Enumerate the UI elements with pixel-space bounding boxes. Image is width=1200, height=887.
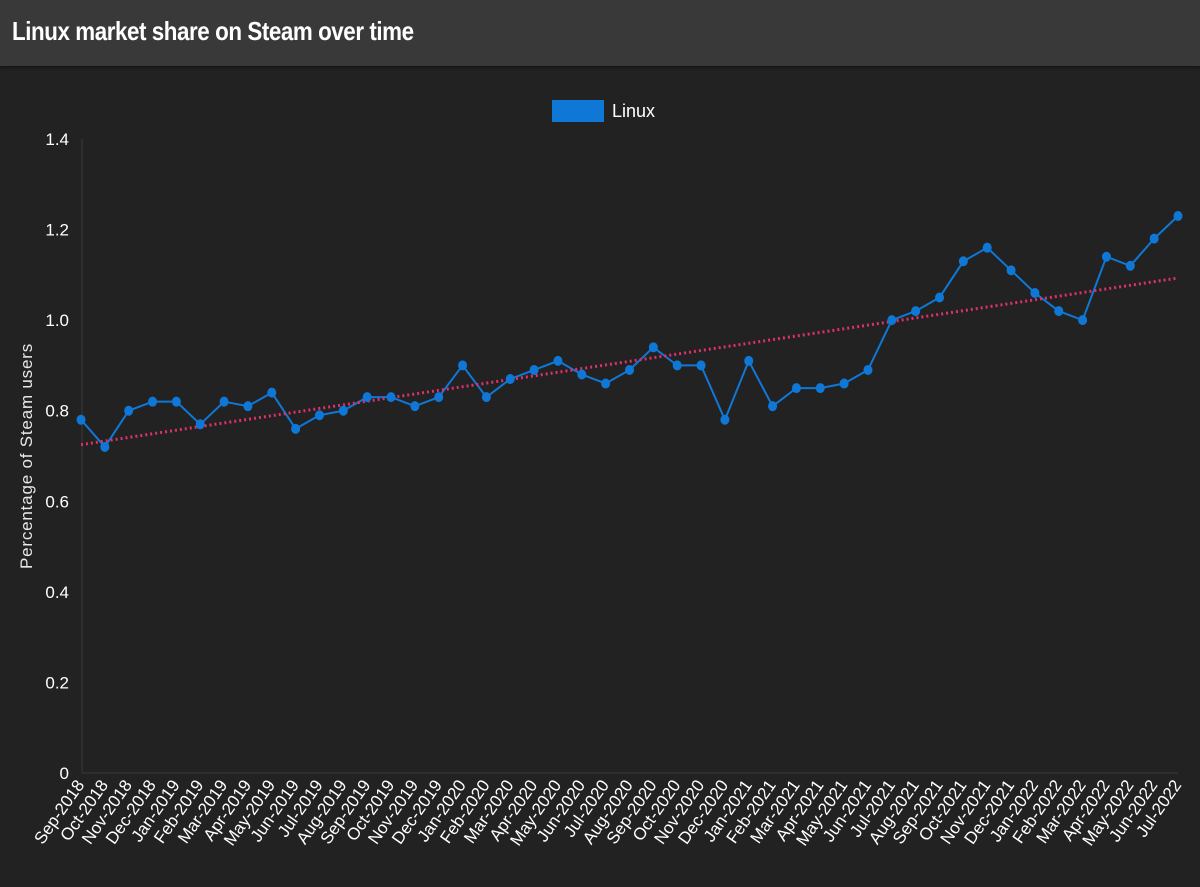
legend-swatch-linux[interactable] xyxy=(552,100,604,122)
data-point[interactable] xyxy=(124,405,134,416)
x-axis-ticks: Sep-2018Oct-2018Nov-2018Dec-2018Jan-2019… xyxy=(30,776,1185,849)
data-point[interactable] xyxy=(171,396,181,407)
data-point[interactable] xyxy=(744,355,754,366)
data-point[interactable] xyxy=(291,423,301,434)
data-point[interactable] xyxy=(982,242,992,253)
data-point[interactable] xyxy=(481,392,491,403)
data-points-group xyxy=(76,210,1183,452)
data-point[interactable] xyxy=(648,342,658,353)
data-point[interactable] xyxy=(148,396,158,407)
trendline xyxy=(80,276,1179,447)
data-point[interactable] xyxy=(935,292,945,303)
y-tick-label: 1.2 xyxy=(45,221,69,240)
y-axis-ticks: 0 0.2 0.4 0.6 0.8 1.0 1.2 1.4 xyxy=(45,130,69,783)
y-tick-label: 0.8 xyxy=(45,402,69,421)
data-point[interactable] xyxy=(1101,251,1111,262)
y-tick-label: 1.4 xyxy=(45,130,69,149)
line-chart: Percentage of Steam users 0 0.2 0.4 0.6 0.8 1… xyxy=(17,100,1185,849)
data-point[interactable] xyxy=(768,401,778,412)
data-point[interactable] xyxy=(887,315,897,326)
data-point[interactable] xyxy=(911,306,921,317)
y-tick-label: 0 xyxy=(60,764,69,783)
axes xyxy=(81,139,1178,774)
y-tick-label: 0.4 xyxy=(45,583,69,602)
data-point[interactable] xyxy=(791,383,801,394)
data-point[interactable] xyxy=(362,392,372,403)
legend[interactable]: Linux xyxy=(552,100,655,122)
data-point[interactable] xyxy=(672,360,682,371)
header-bar: Linux market share on Steam over time xyxy=(0,0,1200,66)
data-point[interactable] xyxy=(1149,233,1159,244)
data-point[interactable] xyxy=(1078,315,1088,326)
data-point[interactable] xyxy=(505,374,515,385)
data-point[interactable] xyxy=(338,405,348,416)
y-tick-label: 0.6 xyxy=(45,492,69,511)
data-point[interactable] xyxy=(553,355,563,366)
data-point[interactable] xyxy=(577,369,587,380)
data-point[interactable] xyxy=(529,364,539,375)
data-point[interactable] xyxy=(195,419,205,430)
data-point[interactable] xyxy=(410,401,420,412)
y-tick-label: 0.2 xyxy=(45,673,69,692)
series-line-group xyxy=(80,215,1179,449)
trendline-group xyxy=(80,276,1179,447)
data-point[interactable] xyxy=(458,360,468,371)
data-point[interactable] xyxy=(1054,306,1064,317)
data-point[interactable] xyxy=(839,378,849,389)
data-point[interactable] xyxy=(601,378,611,389)
data-point[interactable] xyxy=(314,410,324,421)
data-point[interactable] xyxy=(243,401,253,412)
data-point[interactable] xyxy=(1006,265,1016,276)
data-point[interactable] xyxy=(267,387,277,398)
data-point[interactable] xyxy=(815,383,825,394)
data-point[interactable] xyxy=(625,364,634,375)
data-point[interactable] xyxy=(1173,210,1183,221)
data-point[interactable] xyxy=(219,396,229,407)
y-axis-title-group: Percentage of Steam users xyxy=(17,343,36,569)
series-line-linux xyxy=(80,215,1179,449)
data-point[interactable] xyxy=(696,360,706,371)
data-point[interactable] xyxy=(386,392,396,403)
legend-label-linux[interactable]: Linux xyxy=(612,101,655,121)
data-point[interactable] xyxy=(1125,260,1135,271)
data-point[interactable] xyxy=(100,441,110,452)
data-point[interactable] xyxy=(434,392,444,403)
y-axis-title: Percentage of Steam users xyxy=(17,343,36,569)
page-title: Linux market share on Steam over time xyxy=(12,16,414,46)
data-point[interactable] xyxy=(958,256,968,267)
data-point[interactable] xyxy=(1030,287,1040,298)
data-point[interactable] xyxy=(76,414,86,425)
data-point[interactable] xyxy=(720,414,730,425)
data-point[interactable] xyxy=(863,364,873,375)
y-tick-label: 1.0 xyxy=(45,311,69,330)
